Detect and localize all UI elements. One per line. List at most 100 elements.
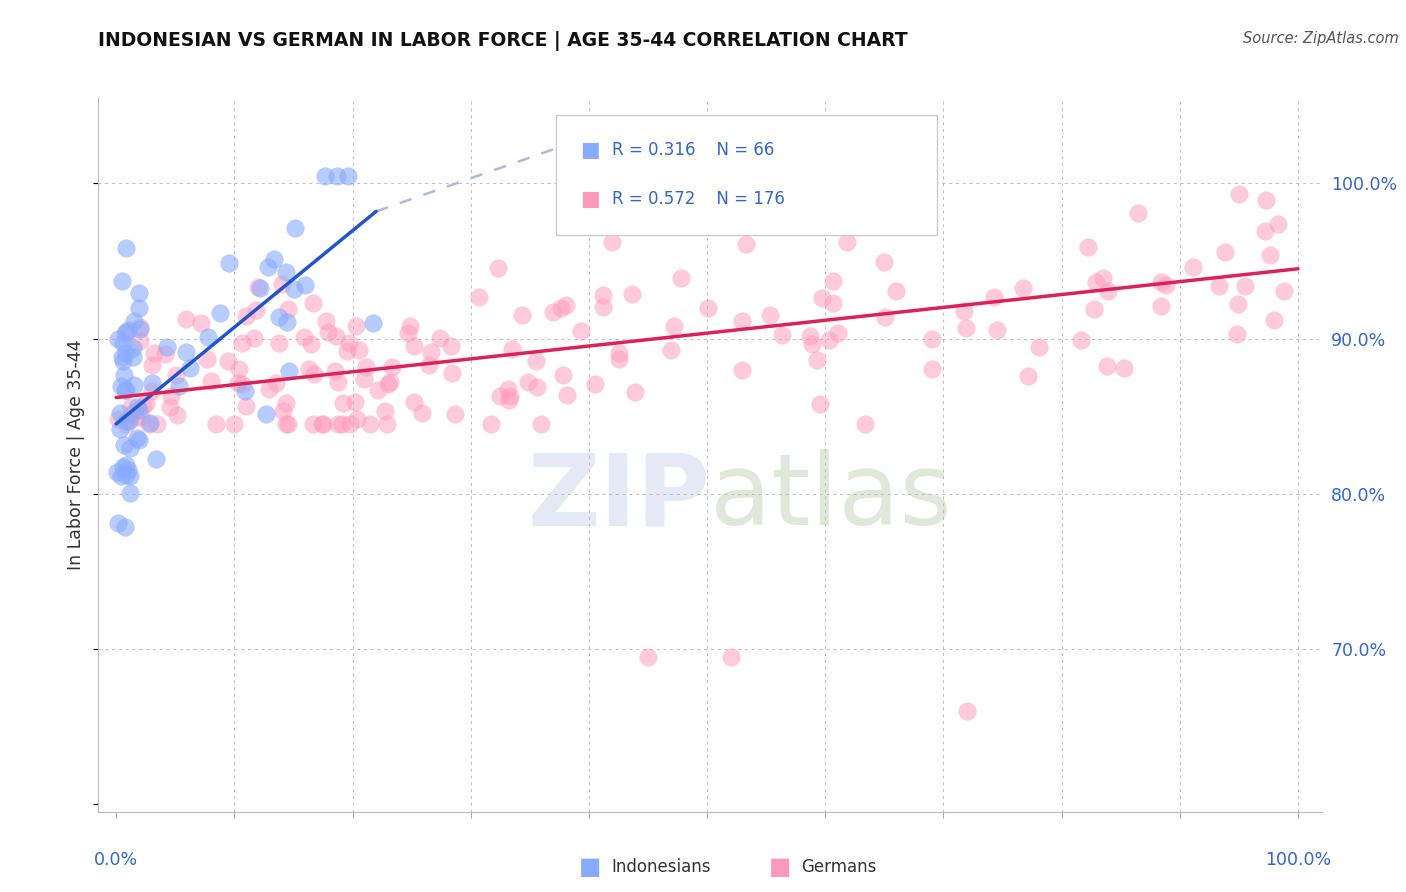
Point [440, 338, 463, 352]
Point [1091, 271, 1114, 285]
Point [120, 468, 142, 483]
Point [955, 321, 977, 335]
Point [231, 377, 253, 392]
Point [190, 316, 212, 330]
Point [204, 417, 226, 431]
Point [135, 395, 157, 409]
Text: R = 0.316    N = 66: R = 0.316 N = 66 [613, 142, 775, 160]
Point [510, 308, 533, 322]
Point [380, 375, 402, 389]
Point [1077, 239, 1099, 253]
Point [111, 335, 134, 350]
Point [1150, 299, 1173, 313]
Point [420, 344, 443, 359]
Point [110, 379, 132, 393]
Point [292, 330, 315, 344]
Point [274, 395, 297, 409]
Point [141, 376, 163, 390]
Point [218, 256, 240, 270]
Point [353, 372, 375, 386]
Point [1181, 260, 1204, 274]
Point [1126, 206, 1149, 220]
Point [138, 417, 160, 431]
Point [276, 315, 298, 329]
Point [921, 332, 943, 346]
Point [174, 345, 197, 359]
Point [132, 399, 155, 413]
Point [118, 485, 141, 500]
Point [344, 318, 367, 333]
Point [1267, 217, 1289, 231]
Point [1227, 187, 1250, 202]
Point [669, 270, 692, 285]
Point [195, 352, 218, 367]
Point [118, 441, 141, 455]
Text: ■: ■ [581, 189, 600, 209]
Text: 0.0%: 0.0% [94, 850, 138, 869]
Text: Source: ZipAtlas.com: Source: ZipAtlas.com [1243, 31, 1399, 46]
Point [146, 417, 169, 431]
Point [107, 516, 129, 531]
Point [112, 438, 135, 452]
Point [1213, 245, 1236, 260]
Point [243, 331, 266, 345]
Point [141, 358, 163, 372]
Point [114, 241, 136, 255]
Point [799, 329, 821, 343]
Point [399, 319, 422, 334]
Point [301, 417, 323, 431]
Point [301, 295, 323, 310]
Point [1083, 302, 1105, 317]
Point [337, 169, 360, 183]
Point [128, 320, 150, 334]
Text: 100.0%: 100.0% [1265, 850, 1331, 869]
Point [555, 387, 578, 401]
Point [105, 465, 128, 479]
Text: ■: ■ [581, 141, 600, 161]
Point [326, 375, 349, 389]
Point [486, 260, 509, 275]
Point [609, 346, 631, 360]
Point [1208, 278, 1230, 293]
Point [156, 340, 179, 354]
Point [128, 301, 150, 315]
Point [555, 298, 578, 312]
Point [274, 265, 297, 279]
Point [524, 354, 547, 368]
Point [530, 417, 553, 431]
Point [325, 329, 347, 343]
Point [107, 332, 129, 346]
Point [1272, 285, 1295, 299]
Point [117, 323, 139, 337]
Point [115, 468, 138, 483]
Point [1084, 275, 1107, 289]
Point [346, 411, 368, 425]
Point [347, 343, 370, 358]
Point [115, 346, 138, 360]
Point [117, 463, 139, 477]
Point [1012, 281, 1035, 295]
Point [277, 302, 299, 317]
Point [120, 400, 142, 414]
Point [770, 328, 793, 343]
Point [129, 409, 152, 424]
Point [607, 351, 630, 366]
Point [380, 359, 402, 374]
Point [314, 169, 336, 183]
Point [114, 519, 136, 533]
Point [367, 383, 389, 397]
Point [821, 296, 844, 310]
Point [108, 422, 131, 436]
Point [571, 324, 593, 338]
Point [125, 400, 148, 414]
Point [231, 336, 253, 351]
Point [269, 310, 291, 324]
Point [853, 417, 876, 431]
Point [117, 414, 139, 428]
Point [374, 403, 396, 417]
Point [332, 396, 354, 410]
Point [361, 316, 384, 330]
Point [294, 277, 316, 292]
Point [263, 252, 285, 266]
Point [122, 378, 145, 392]
